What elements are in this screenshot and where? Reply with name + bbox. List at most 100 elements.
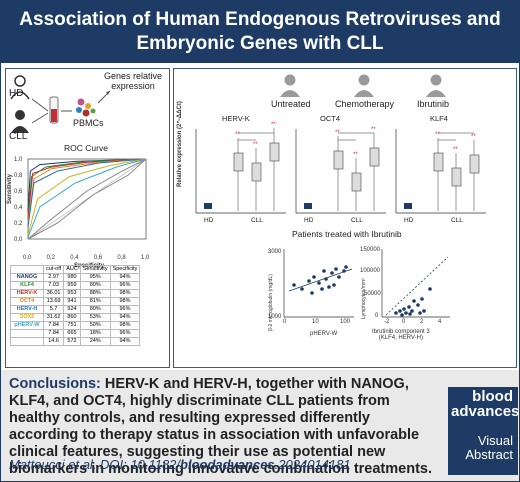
- roc-ytick-5: 0,0: [14, 237, 23, 243]
- box-hd: [304, 203, 312, 209]
- table-cell: 95%: [79, 273, 111, 282]
- table-cell: 80%: [79, 305, 111, 314]
- table-header-3: Sensitivity: [79, 265, 111, 274]
- scatter2-xlabel: Ibrutinib component 3 (KLF4, HERV-H): [372, 329, 430, 341]
- roc-xtick-4: 0,8: [117, 255, 126, 261]
- scatter2-point: [404, 311, 408, 315]
- s2-ytick-0: 150000: [360, 247, 381, 253]
- scatter2-point: [412, 299, 416, 303]
- scatter1-point: [300, 287, 304, 291]
- chemotherapy-person-icon: [354, 74, 374, 97]
- table-cell: 2.97: [42, 273, 65, 282]
- table-cell-gene: HERV-H: [10, 305, 44, 314]
- scatter1-point: [320, 287, 324, 291]
- scatter1-trend: [288, 268, 353, 292]
- scatter1-point: [334, 267, 338, 271]
- roc-curve-1: [27, 158, 147, 216]
- box-cll: [451, 167, 462, 187]
- roc-curve-4: [27, 158, 147, 228]
- scatter1-point: [337, 275, 341, 279]
- ibrutinib-scatter-charts: [283, 249, 450, 318]
- roc-ytick-0: 1,0: [14, 157, 23, 163]
- roc-ytick-1: 0,8: [14, 173, 23, 179]
- table-cell: 665: [63, 329, 81, 338]
- scatter2-point: [400, 313, 404, 317]
- table-cell: 14.6: [42, 337, 65, 346]
- scatter2: [381, 249, 450, 318]
- s1-ytick-1: 1000: [268, 314, 282, 320]
- roc-title: ROC Curve: [64, 143, 108, 153]
- table-cell: 94%: [109, 337, 141, 346]
- genes-expression-label: Genes relative expression: [104, 71, 162, 91]
- scatter1: [283, 249, 354, 318]
- scatter2-xlabel-2: (KLF4, HERV-H): [378, 335, 423, 341]
- panel-title-klf4: KLF4: [430, 114, 448, 123]
- scatter2-point: [418, 311, 422, 315]
- roc-axes: [27, 158, 147, 240]
- table-cell-gene: OCT4: [10, 297, 44, 306]
- roc-curve-2: [27, 158, 147, 220]
- conclusions-label: Conclusions:: [9, 376, 101, 392]
- roc-ytick-3: 0,4: [14, 205, 23, 211]
- table-cell: 98%: [109, 321, 141, 330]
- table-header-2: AUC: [63, 265, 81, 274]
- group-icons: [280, 74, 446, 97]
- scatter1-point: [322, 269, 326, 273]
- table-cell: 18%: [79, 329, 111, 338]
- roc-curve-6: [27, 158, 147, 238]
- untreated-person-icon: [280, 74, 300, 97]
- roc-xtick-2: 0,4: [70, 255, 79, 261]
- hd-person-icon: [10, 75, 30, 100]
- genes-line-1: Genes relative: [104, 71, 163, 81]
- roc-curve-7: [27, 158, 147, 240]
- table-cell: 7.84: [42, 321, 65, 330]
- box-xlabel-0-1: CLL: [251, 217, 263, 224]
- s2-xtick-2: 2: [420, 319, 424, 325]
- badge-line-4: Abstract: [465, 447, 513, 462]
- scatter2-point: [416, 303, 420, 307]
- table-cell: 751: [63, 321, 81, 330]
- roc-xtick-3: 0,6: [93, 255, 103, 261]
- roc-curve-3: [27, 158, 147, 224]
- boxplot-charts: ** ** ** ** ** ** ** ** **: [195, 122, 486, 214]
- panel-title-oct4: OCT4: [320, 114, 341, 123]
- table-cell: 98%: [109, 289, 141, 298]
- box-sig-mark: **: [335, 130, 340, 136]
- table-cell: 7.03: [42, 281, 65, 290]
- table-cell-gene: [10, 329, 44, 338]
- table-cell-gene: KLF4: [10, 281, 44, 290]
- group-untreated: Untreated: [271, 99, 311, 109]
- table-row: 14.6 572 24% 94%: [10, 337, 141, 346]
- table-cell: 7.84: [42, 329, 65, 338]
- citation[interactable]: Matteucci et al. DOI: 10.1182/bloodadvan…: [9, 457, 351, 472]
- scatter1-point: [327, 285, 331, 289]
- s2-xtick-1: 0: [402, 319, 406, 325]
- box-sig-mark: **: [471, 134, 476, 140]
- badge-line-2: advances: [451, 403, 520, 420]
- table-row: pHERV-W 7.84 751 50% 98%: [10, 321, 141, 330]
- table-row: KLF4 7.03 959 80% 96%: [10, 281, 141, 290]
- roc-xtick-1: 0,2: [46, 255, 55, 261]
- table-row: NANOG 2.97 980 95% 94%: [10, 273, 141, 282]
- scatter1-point: [307, 279, 311, 283]
- s2-ytick-3: 0: [375, 313, 379, 319]
- scatter2-point: [394, 311, 398, 315]
- roc-xtick-5: 1,0: [141, 255, 150, 261]
- table-row: OCT4 13.69 941 81% 98%: [10, 297, 141, 306]
- box-cll: [269, 142, 280, 162]
- scatter2-ylabel: Lymphocytes/mm³: [361, 278, 367, 319]
- box-xlabel-2-1: CLL: [451, 217, 463, 224]
- table-header-1: cut-off: [42, 265, 65, 274]
- table-cell-gene: HERV-K: [10, 289, 44, 298]
- table-cell-gene: NANOG: [10, 273, 44, 282]
- s2-xtick-3: 4: [438, 319, 442, 325]
- ibrutinib-subtitle: Patients treated with Ibrutinib: [292, 229, 402, 239]
- box-xlabel-2-0: HD: [404, 217, 414, 224]
- title-line-1: Association of Human Endogenous Retrovir…: [19, 9, 501, 30]
- scatter1-point: [310, 291, 314, 295]
- box-sig-mark: **: [235, 132, 240, 138]
- workflow-diagram: [10, 75, 111, 133]
- badge-brand: blood advances: [451, 389, 519, 419]
- scatter2-xlabel-1: Ibrutinib component 3: [372, 329, 430, 335]
- scatter2-point: [407, 305, 411, 309]
